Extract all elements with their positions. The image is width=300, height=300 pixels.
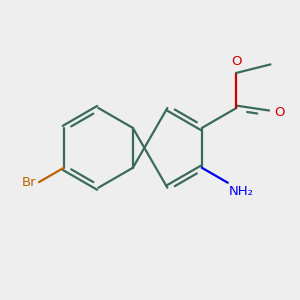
Text: O: O [231, 55, 242, 68]
Text: NH₂: NH₂ [229, 185, 253, 198]
Text: O: O [274, 106, 284, 119]
Text: Br: Br [22, 176, 37, 189]
